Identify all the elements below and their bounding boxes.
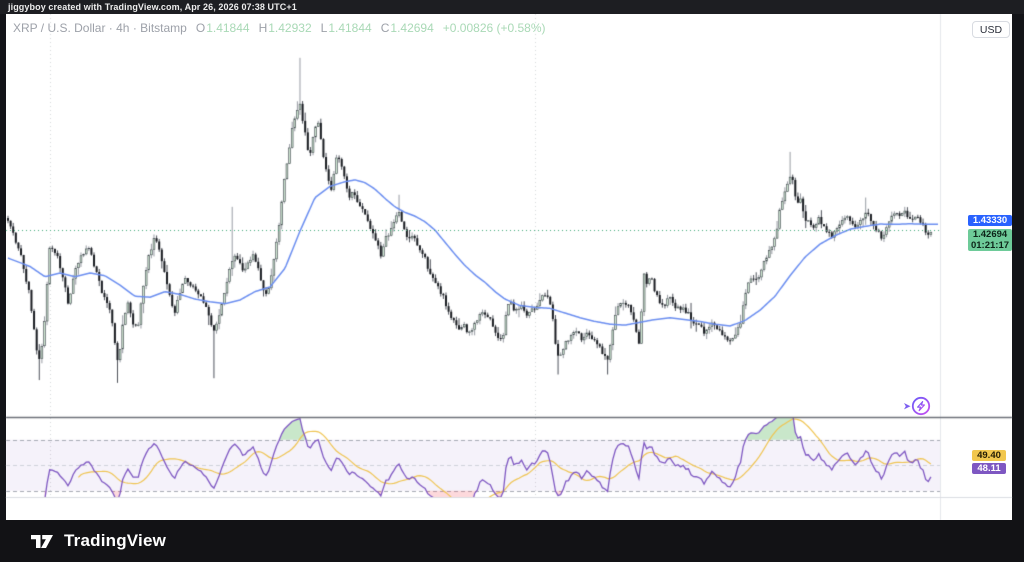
- time-axis[interactable]: [6, 497, 940, 520]
- change-value: +0.00826 (+0.58%): [442, 21, 546, 35]
- price-pane[interactable]: [6, 14, 940, 417]
- ohlc-open-value: 1.41844: [206, 21, 250, 35]
- price-axis[interactable]: [940, 14, 1012, 497]
- ohlc-close-value: 1.42694: [390, 21, 434, 35]
- ohlc-high-value: 1.42932: [268, 21, 312, 35]
- ohlc-high-key: H: [258, 21, 268, 35]
- attribution-text: jiggyboy created with TradingView.com, A…: [8, 2, 297, 12]
- attribution-bar: jiggyboy created with TradingView.com, A…: [0, 0, 1024, 14]
- ohlc-low-key: L: [320, 21, 328, 35]
- last-price-value: 1.42694: [972, 229, 1008, 240]
- ohlc-low-value: 1.41844: [328, 21, 372, 35]
- flash-snapshot-button[interactable]: [898, 394, 934, 418]
- tradingview-logo-icon[interactable]: [30, 532, 55, 551]
- ma-price-axis-label: 1.43330: [968, 215, 1012, 226]
- rsi-value-axis-label: 48.11: [972, 463, 1006, 474]
- currency-toggle-label: USD: [979, 23, 1003, 36]
- footer-bar: TradingView: [0, 520, 1024, 562]
- tradingview-brand-text: TradingView: [64, 531, 167, 550]
- symbol-legend: XRP / U.S. Dollar · 4h · Bitstamp O1.4184…: [13, 21, 546, 35]
- rsi-ma-axis-label: 49.40: [972, 450, 1006, 461]
- ohlc-close-key: C: [380, 21, 390, 35]
- lightning-icon: [904, 396, 931, 416]
- last-price-axis-label: 1.42694 01:21:17: [968, 229, 1012, 251]
- rsi-pane[interactable]: [6, 418, 940, 497]
- symbol-title: XRP / U.S. Dollar · 4h · Bitstamp: [13, 21, 187, 35]
- ohlc-open-key: O: [195, 21, 206, 35]
- currency-toggle-button[interactable]: USD: [972, 21, 1010, 38]
- bar-countdown: 01:21:17: [970, 240, 1010, 251]
